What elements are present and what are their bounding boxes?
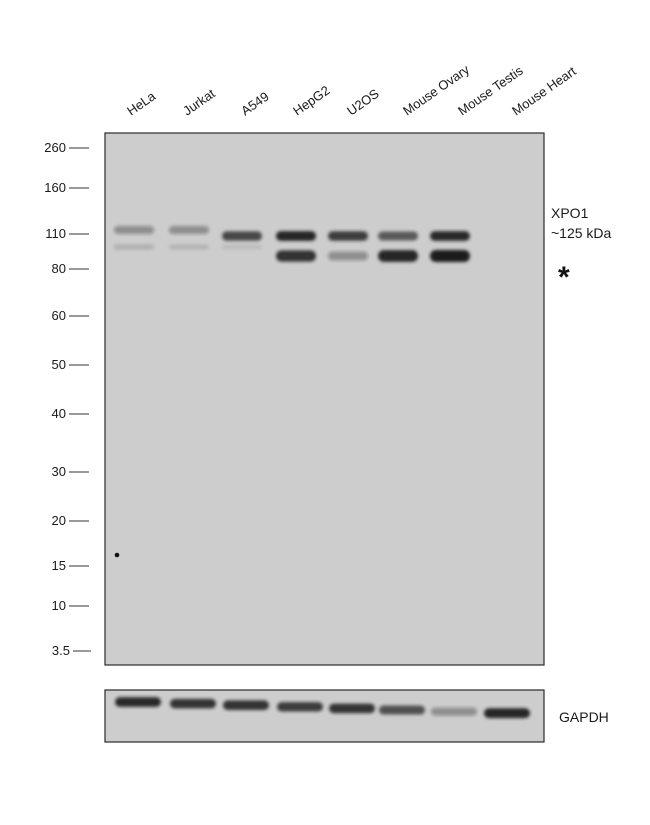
gapdh-band-lane-2 bbox=[170, 698, 216, 709]
marker-label-50: 50 bbox=[52, 357, 66, 372]
loading-control-label: GAPDH bbox=[559, 709, 609, 725]
marker-label-15: 15 bbox=[52, 558, 66, 573]
marker-label-40: 40 bbox=[52, 406, 66, 421]
lane-label-hepg2: HepG2 bbox=[290, 83, 332, 119]
marker-label-260: 260 bbox=[44, 140, 66, 155]
xpo1-band-upper-lane-5 bbox=[328, 231, 368, 241]
marker-label-160: 160 bbox=[44, 180, 66, 195]
xpo1-band-lower-lane-7 bbox=[430, 250, 470, 262]
xpo1-bands bbox=[114, 225, 470, 262]
xpo1-band-upper-lane-3 bbox=[222, 231, 262, 241]
target-protein-size: ~125 kDa bbox=[551, 225, 612, 241]
main-blot-membrane bbox=[104, 132, 545, 666]
marker-label-110: 110 bbox=[45, 226, 66, 241]
xpo1-band-upper-lane-4 bbox=[276, 231, 316, 241]
xpo1-band-lower-lane-5 bbox=[328, 251, 368, 261]
lane-label-hela: HeLa bbox=[124, 88, 159, 119]
xpo1-band-upper-lane-6 bbox=[378, 231, 418, 241]
nonspecific-band-asterisk: * bbox=[558, 261, 570, 294]
gapdh-band-lane-1 bbox=[115, 697, 161, 707]
xpo1-band-lower-lane-1 bbox=[114, 244, 154, 250]
lane-label-jurkat: Jurkat bbox=[180, 86, 218, 119]
marker-label-60: 60 bbox=[52, 308, 66, 323]
marker-label-10: 10 bbox=[52, 598, 66, 613]
xpo1-band-upper-lane-1 bbox=[114, 225, 154, 235]
marker-label-20: 20 bbox=[52, 513, 66, 528]
gapdh-band-lane-8 bbox=[484, 708, 530, 719]
target-protein-name: XPO1 bbox=[551, 205, 589, 221]
marker-label-30: 30 bbox=[52, 464, 66, 479]
xpo1-band-upper-lane-2 bbox=[169, 225, 209, 235]
xpo1-band-lower-lane-3 bbox=[222, 244, 262, 250]
lane-label-a549: A549 bbox=[238, 89, 271, 119]
gapdh-band-lane-4 bbox=[277, 702, 323, 712]
membrane-artifact-dot bbox=[114, 552, 120, 558]
lane-labels: HeLa Jurkat A549 HepG2 U2OS Mouse Ovary … bbox=[124, 62, 579, 119]
loading-control-membrane bbox=[104, 689, 545, 743]
gapdh-band-lane-6 bbox=[379, 705, 425, 715]
xpo1-band-upper-lane-7 bbox=[430, 231, 470, 241]
xpo1-band-lower-lane-2 bbox=[169, 244, 209, 250]
xpo1-band-lower-lane-6 bbox=[378, 250, 418, 262]
molecular-weight-markers: 260 160 110 80 60 50 40 30 20 15 10 3.5 bbox=[44, 140, 91, 658]
gapdh-band-lane-7 bbox=[431, 707, 477, 716]
gapdh-band-lane-5 bbox=[329, 703, 375, 714]
gapdh-band-lane-3 bbox=[223, 700, 269, 710]
marker-label-3-5: 3.5 bbox=[52, 643, 70, 658]
gapdh-bands bbox=[115, 697, 530, 719]
lane-label-u2os: U2OS bbox=[344, 86, 382, 119]
marker-label-80: 80 bbox=[52, 261, 66, 276]
xpo1-band-lower-lane-4 bbox=[276, 250, 316, 262]
